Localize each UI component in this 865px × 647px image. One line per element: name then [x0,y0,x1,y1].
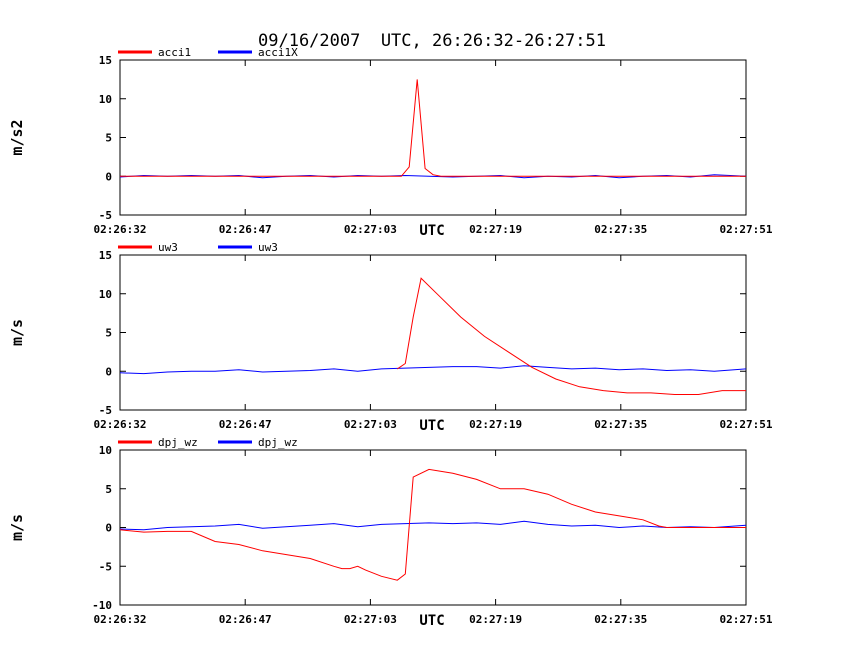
panel-2: -5 0 5 10 15 02:26:32 02:26:47 02:27:03 02:27:19… [8,241,773,434]
x-tick-label: 02:26:47 [219,418,272,431]
plot-frame [119,254,747,411]
y-tick-label: 0 [105,170,112,183]
panel-3: -10 -5 0 5 10 02:26:32 02:26:47 02:27:03 02:27:1… [8,436,773,629]
x-tick-label: 02:26:32 [94,418,147,431]
x-tick-label: 02:26:32 [94,223,147,236]
x-tick-label: 02:26:32 [94,613,147,626]
x-tick-label: 02:27:03 [344,223,397,236]
y-tick-label: 0 [105,522,112,535]
x-tick-label: 02:27:19 [469,418,522,431]
x-tick-label: 02:27:51 [720,418,773,431]
x-axis-label: UTC [419,613,444,629]
series-line-uw3 [397,277,746,395]
y-tick-label: 10 [99,444,112,457]
series-line-dpj_wz [119,520,747,531]
y-tick-label: 0 [105,365,112,378]
series-line-acci1 [120,79,746,177]
x-tick-label: 02:27:51 [720,223,773,236]
x-tick-label: 02:27:51 [720,613,773,626]
series-line-uw3 [119,365,747,375]
panel-1: -5 0 5 10 15 02:26:32 02:26:47 02:27:03 02:27:19… [8,46,773,239]
y-axis-label: m/s2 [8,119,26,155]
y-tick-label: -10 [92,599,112,612]
plot-frame [119,59,747,216]
x-tick-label: 02:27:35 [594,613,647,626]
legend-label: dpj_wz [258,436,298,449]
y-tick-label: 10 [99,288,112,301]
y-tick-label: 15 [99,54,112,67]
x-tick-label: 02:26:47 [219,223,272,236]
y-tick-label: 5 [105,327,112,340]
plot-frame [119,449,747,606]
x-tick-label: 02:27:19 [469,223,522,236]
panels: -5 0 5 10 15 02:26:32 02:26:47 02:27:03 02:27:19… [8,46,773,629]
x-tick-label: 02:27:03 [344,418,397,431]
y-tick-label: -5 [99,404,112,417]
y-axis-label: m/s [8,514,26,541]
x-tick-label: 02:27:35 [594,418,647,431]
y-tick-label: 15 [99,249,112,262]
legend-label: acci1X [258,46,298,59]
y-tick-label: 10 [99,93,112,106]
series-line-dpj_wz [119,468,746,581]
x-tick-label: 02:27:03 [344,613,397,626]
legend-label: acci1 [158,46,191,59]
chart-title: 09/16/2007 UTC, 26:26:32-26:27:51 [258,31,606,51]
x-tick-label: 02:27:19 [469,613,522,626]
x-axis-label: UTC [419,418,444,434]
x-tick-label: 02:26:47 [219,613,272,626]
legend-label: uw3 [258,241,278,254]
y-tick-label: -5 [99,560,112,573]
y-tick-label: 5 [105,483,112,496]
y-axis-label: m/s [8,319,26,346]
y-tick-label: 5 [105,132,112,145]
legend-label: dpj_wz [158,436,198,449]
y-tick-label: -5 [99,209,112,222]
legend-label: uw3 [158,241,178,254]
x-tick-label: 02:27:35 [594,223,647,236]
x-axis-label: UTC [419,223,444,239]
